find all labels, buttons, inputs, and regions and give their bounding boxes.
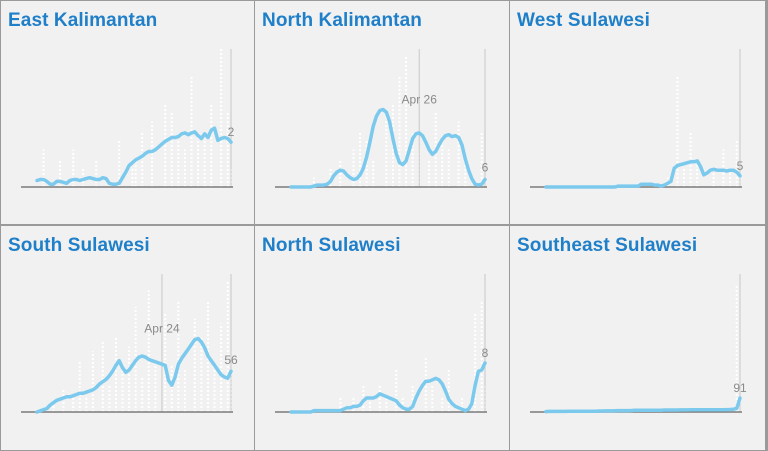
panel-title: South Sulawesi: [8, 235, 150, 256]
panel-title: North Sulawesi: [262, 235, 401, 256]
panel-north-kalimantan: North Kalimantan Apr 26 6: [255, 1, 509, 224]
average-line: [289, 107, 487, 189]
annotation-label: Apr 26: [402, 93, 438, 107]
chart-north-sulawesi: 8: [275, 274, 489, 414]
panel-title: West Sulawesi: [517, 10, 650, 31]
panel-title: North Kalimantan: [262, 10, 422, 31]
average-line: [289, 361, 487, 414]
average-line: [35, 126, 233, 186]
chart-west-sulawesi: 5: [530, 49, 744, 189]
chart-north-kalimantan: Apr 26 6: [275, 49, 489, 189]
panel-west-sulawesi: West Sulawesi 5: [510, 1, 765, 224]
annotation-label: 8: [482, 346, 489, 360]
daily-bars: [313, 56, 486, 187]
daily-bars: [42, 47, 232, 187]
chart-south-sulawesi: Apr 24 56: [21, 274, 238, 414]
panel-south-sulawesi: South Sulawesi Apr 24 56: [1, 226, 254, 450]
panel-title: Southeast Sulawesi: [517, 235, 698, 256]
panel-north-sulawesi: North Sulawesi 8: [255, 226, 509, 450]
annotation-label: 91: [733, 381, 747, 395]
annotation-label: 6: [482, 161, 489, 175]
average-line: [35, 336, 233, 414]
panel-title: East Kalimantan: [8, 10, 158, 31]
chart-southeast-sulawesi: 91: [530, 274, 747, 414]
annotation-label: 5: [737, 159, 744, 173]
annotation-label: 56: [224, 353, 238, 367]
annotation-label: 2: [228, 125, 235, 139]
annotation-label: Apr 24: [144, 322, 180, 336]
average-line: [544, 159, 742, 189]
panel-east-kalimantan: East Kalimantan 2: [1, 1, 254, 224]
daily-bars: [339, 300, 486, 412]
panel-southeast-sulawesi: Southeast Sulawesi 91: [510, 226, 765, 450]
average-line: [544, 396, 742, 414]
chart-east-kalimantan: 2: [21, 47, 235, 188]
